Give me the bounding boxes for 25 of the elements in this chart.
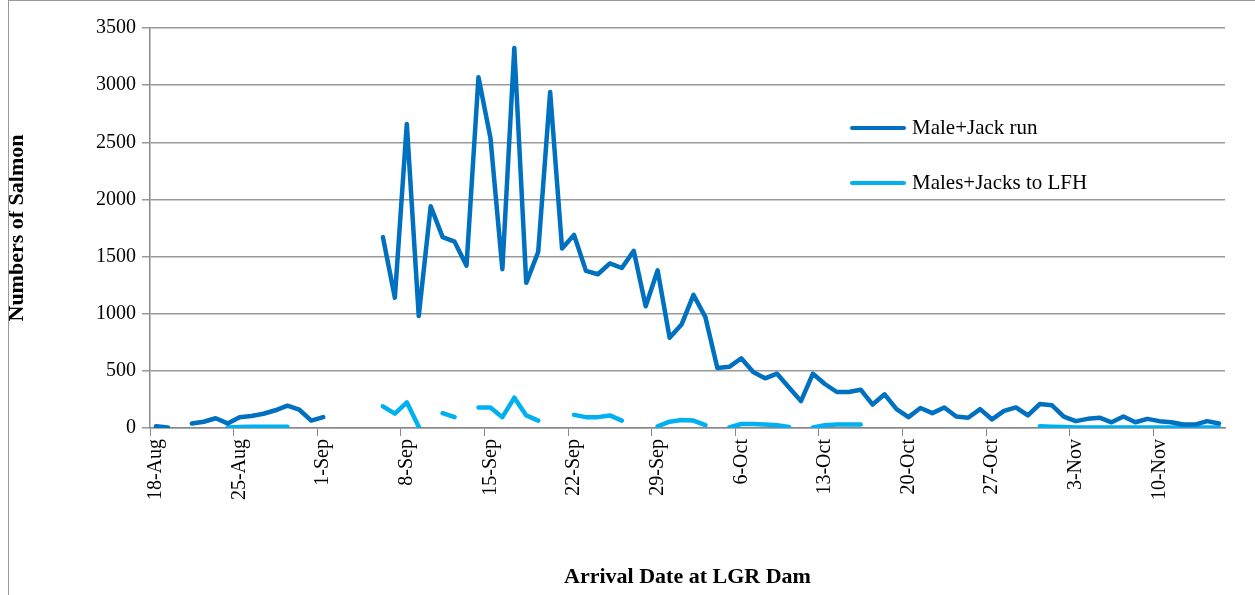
- y-axis-title: Numbers of Salmon: [2, 134, 28, 322]
- x-tick-label: 20-Oct: [895, 438, 918, 495]
- x-tick-label: 25-Aug: [226, 439, 250, 501]
- y-tick-label: 3000: [96, 72, 136, 95]
- legend-label: Males+Jacks to LFH: [912, 170, 1088, 195]
- y-tick-label: 1000: [96, 300, 136, 323]
- legend-label: Male+Jack run: [912, 115, 1038, 140]
- x-tick-label: 8-Sep: [394, 439, 418, 486]
- x-tick-label: 27-Oct: [979, 438, 1002, 495]
- x-tick-label: 22-Sep: [561, 439, 585, 496]
- y-tick-label: 1500: [96, 243, 136, 266]
- x-axis-title: Arrival Date at LGR Dam: [564, 563, 811, 589]
- x-tick-label: 13-Oct: [812, 438, 835, 495]
- x-tick-label: 29-Sep: [644, 439, 668, 496]
- x-tick-label: 6-Oct: [728, 438, 751, 485]
- x-tick-label: 18-Aug: [143, 439, 167, 501]
- y-tick-label: 3500: [96, 15, 136, 38]
- x-tick-label: 15-Sep: [477, 439, 501, 496]
- x-tick-label: 1-Sep: [310, 439, 334, 486]
- y-tick-label: 0: [126, 415, 136, 438]
- x-tick-label: 3-Nov: [1062, 439, 1085, 491]
- y-tick-label: 500: [106, 358, 136, 381]
- y-tick-label: 2500: [96, 129, 136, 152]
- y-tick-label: 2000: [96, 186, 136, 209]
- x-tick-label: 10-Nov: [1146, 439, 1169, 501]
